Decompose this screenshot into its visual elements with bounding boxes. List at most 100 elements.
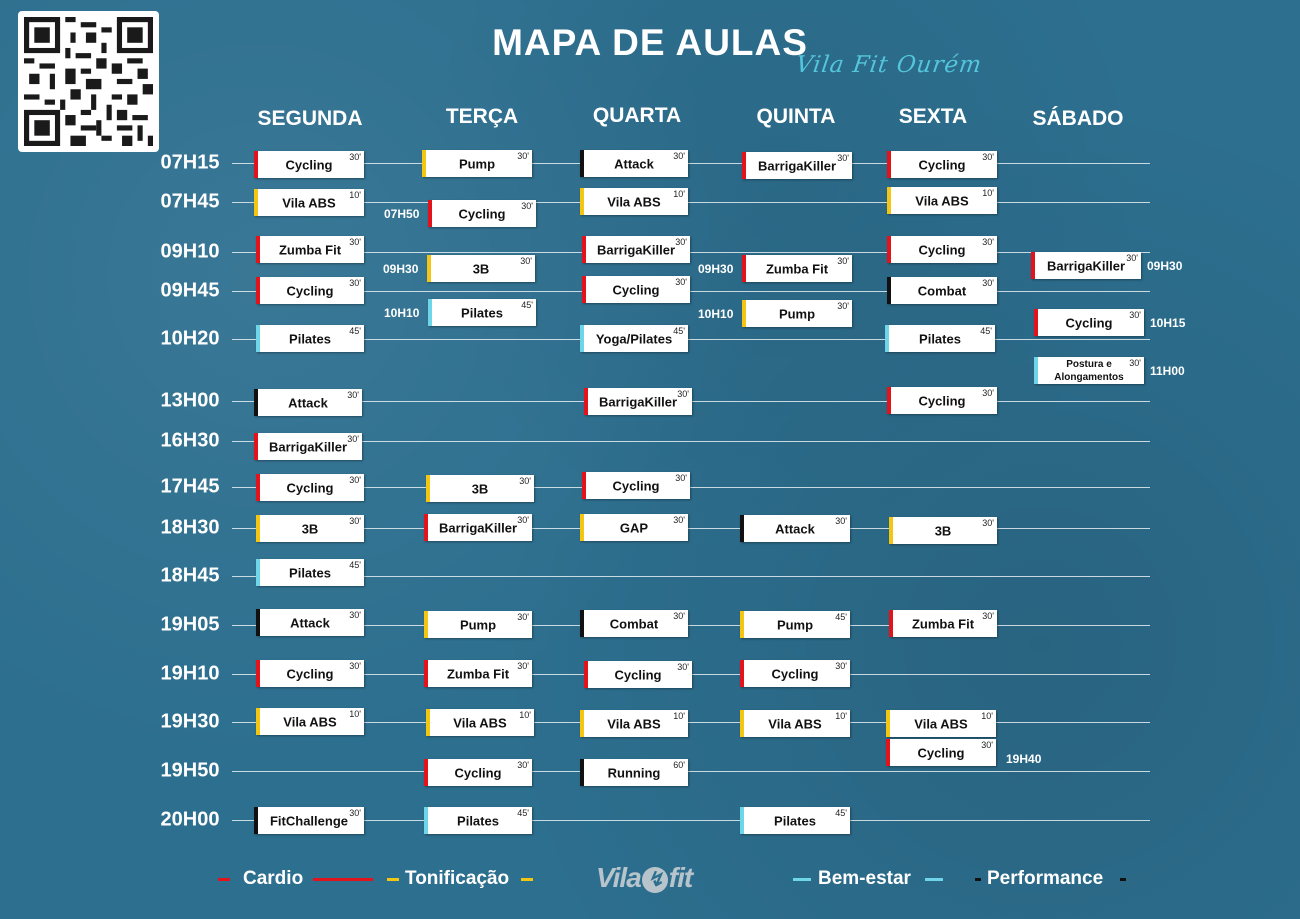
class-card[interactable]: Pump 30' [422,150,532,177]
class-card[interactable]: Cycling 30' [424,759,532,786]
class-card[interactable]: Pilates 45' [740,807,850,834]
class-card[interactable]: Zumba Fit 30' [742,255,852,282]
class-name: Vila ABS [607,194,661,209]
class-start-time: 10H10 [698,306,734,321]
class-card[interactable]: Pilates 45' [424,807,532,834]
class-card[interactable]: Cycling 30' [887,387,997,414]
class-card[interactable]: Cycling 30' [256,277,364,304]
class-duration: 30' [837,301,849,311]
class-card[interactable]: Vila ABS 10' [580,188,688,215]
class-card[interactable]: Cycling 30' [887,151,997,178]
class-card[interactable]: Zumba Fit 30' [889,610,997,637]
class-card[interactable]: Cycling 30' [887,236,997,263]
class-card[interactable]: BarrigaKiller 30' [742,152,852,179]
class-duration: 30' [517,760,529,770]
time-row-line [232,528,1150,529]
class-name: Yoga/Pilates [595,331,673,346]
class-card[interactable]: Vila ABS 10' [580,710,688,737]
class-card[interactable]: Attack 30' [740,515,850,542]
class-duration: 45' [521,300,533,310]
class-card[interactable]: Vila ABS 10' [254,189,364,216]
class-card[interactable]: Cycling 30' [582,472,690,499]
class-card[interactable]: 3B 30' [426,475,534,502]
class-card[interactable]: Vila ABS 10' [887,187,997,214]
class-duration: 10' [981,711,993,721]
class-duration: 10' [519,710,531,720]
class-start-time: 09H30 [698,261,734,276]
category-bar [254,807,258,834]
class-duration: 30' [982,518,994,528]
class-name: Zumba Fit [911,616,975,631]
class-duration: 30' [982,611,994,621]
class-card[interactable]: Vila ABS 10' [886,710,996,737]
class-duration: 30' [517,612,529,622]
class-card[interactable]: Vila ABS 10' [256,708,364,735]
class-card[interactable]: Pilates 45' [256,559,364,586]
class-card[interactable]: Vila ABS 10' [426,709,534,736]
class-name: Attack [288,395,328,410]
class-card[interactable]: Cycling 30' [1034,309,1144,336]
class-card[interactable]: 3B 30' [256,515,364,542]
class-duration: 45' [349,326,361,336]
legend-label: Cardio [243,868,304,889]
class-name: Attack [614,156,654,171]
class-card[interactable]: Vila ABS 10' [740,710,850,737]
category-bar [887,187,891,214]
class-card[interactable]: BarrigaKiller 30' [424,514,532,541]
day-header-5: SÁBADO [1032,107,1124,130]
category-bar [254,151,258,178]
class-card[interactable]: GAP 30' [580,514,688,541]
class-card[interactable]: FitChallenge 30' [254,807,364,834]
class-card[interactable]: Pilates 45' [256,325,364,352]
class-card[interactable]: Cycling 30' [582,276,690,303]
class-card[interactable]: Pump 30' [742,300,852,327]
class-card[interactable]: Attack 30' [256,609,364,636]
qr-code[interactable] [18,11,159,152]
class-card[interactable]: Zumba Fit 30' [256,236,364,263]
category-bar [256,559,260,586]
class-card[interactable]: Attack 30' [254,389,362,416]
class-name: Pilates [919,331,961,346]
class-card[interactable]: Cycling 30' [886,739,996,766]
class-card[interactable]: Cycling 30' [254,151,364,178]
legend-dash [313,878,373,881]
class-card[interactable]: 3B 30' [427,255,535,282]
class-card[interactable]: Pump 45' [740,611,850,638]
class-card[interactable]: BarrigaKiller 30' [584,388,692,415]
class-name: Pilates [289,565,331,580]
class-card[interactable]: Combat 30' [580,610,688,637]
class-card[interactable]: Attack 30' [580,150,688,177]
day-header-3: QUINTA [756,105,836,128]
class-duration: 30' [347,434,359,444]
category-bar [740,611,744,638]
class-card[interactable]: Cycling 30' [740,660,850,687]
class-card[interactable]: Yoga/Pilates 45' [580,325,688,352]
class-duration: 45' [835,612,847,622]
class-name: 3B [301,521,319,536]
class-duration: 45' [517,808,529,818]
class-card[interactable]: Cycling 30' [584,661,692,688]
class-card[interactable]: Pump 30' [424,611,532,638]
class-card[interactable]: Cycling 30' [256,474,364,501]
class-name: Vila ABS [768,716,822,731]
class-card[interactable]: BarrigaKiller 30' [1031,252,1141,279]
class-duration: 30' [1129,310,1141,320]
class-name: Postura e Alongamentos [1054,358,1124,383]
category-bar [580,710,584,737]
class-start-time: 07H50 [384,206,420,221]
class-card[interactable]: Combat 30' [887,277,997,304]
class-duration: 30' [349,610,361,620]
class-card[interactable]: 3B 30' [889,517,997,544]
category-bar [580,759,584,786]
class-card[interactable]: BarrigaKiller 30' [254,433,362,460]
class-card[interactable]: Pilates 45' [428,299,536,326]
class-card[interactable]: Postura e Alongamentos 30' [1034,357,1144,384]
class-card[interactable]: Pilates 45' [885,325,995,352]
class-card[interactable]: Running 60' [580,759,688,786]
class-card[interactable]: Cycling 30' [256,660,364,687]
class-duration: 30' [349,808,361,818]
class-duration: 45' [980,326,992,336]
class-card[interactable]: Cycling 30' [428,200,536,227]
class-card[interactable]: Zumba Fit 30' [424,660,532,687]
class-card[interactable]: BarrigaKiller 30' [582,236,690,263]
